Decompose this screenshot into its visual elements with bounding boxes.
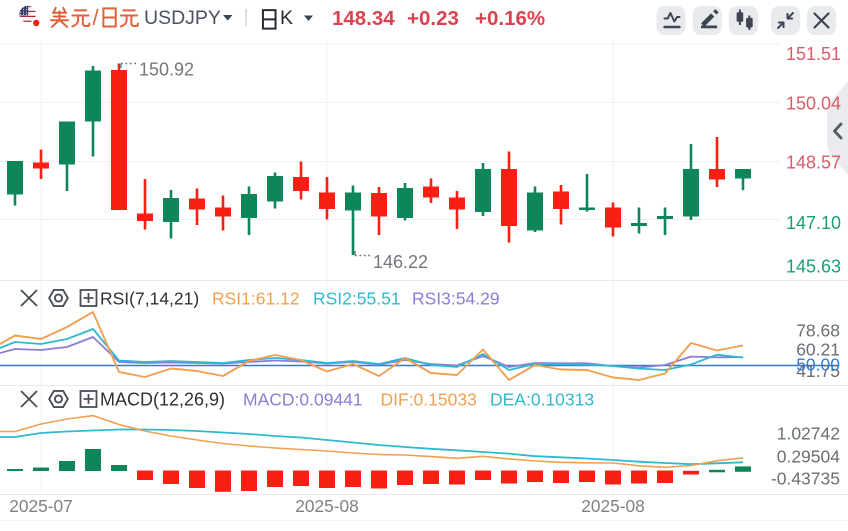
svg-text:78.68: 78.68 [796, 321, 840, 341]
svg-text:RSI3:54.29: RSI3:54.29 [412, 289, 500, 309]
svg-text:DEA:0.10313: DEA:0.10313 [490, 390, 594, 410]
svg-text:2025-08: 2025-08 [295, 496, 358, 516]
svg-text:RSI(7,14,21): RSI(7,14,21) [100, 289, 199, 309]
svg-text:148.34: 148.34 [332, 7, 395, 30]
svg-text:150.04: 150.04 [786, 93, 841, 113]
svg-text:60.21: 60.21 [796, 340, 840, 360]
svg-text:151.51: 151.51 [786, 44, 841, 64]
svg-text:1.02742: 1.02742 [777, 423, 840, 443]
svg-text:K: K [280, 7, 293, 29]
svg-text:RSI2:55.51: RSI2:55.51 [313, 289, 401, 309]
svg-text:MACD:0.09441: MACD:0.09441 [243, 390, 363, 410]
svg-text:145.63: 145.63 [786, 256, 841, 276]
svg-text:MACD(12,26,9): MACD(12,26,9) [100, 390, 225, 410]
svg-text:+0.23: +0.23 [407, 7, 459, 30]
svg-text:+0.16%: +0.16% [475, 7, 545, 30]
svg-text:DIF:0.15033: DIF:0.15033 [381, 390, 477, 410]
svg-text:USDJPY: USDJPY [144, 7, 221, 29]
svg-text:2025-07: 2025-07 [9, 496, 72, 516]
svg-text:146.22: 146.22 [373, 252, 428, 272]
svg-text:/: / [93, 5, 100, 30]
svg-text:RSI1:61.12: RSI1:61.12 [212, 289, 300, 309]
svg-text:148.57: 148.57 [786, 152, 841, 172]
svg-text:150.92: 150.92 [139, 60, 194, 80]
svg-text:50.00: 50.00 [796, 354, 840, 374]
svg-text:-0.43735: -0.43735 [771, 469, 840, 489]
svg-text:2025-08: 2025-08 [581, 496, 644, 516]
svg-text:147.10: 147.10 [786, 213, 841, 233]
svg-text:41.75: 41.75 [796, 361, 840, 381]
svg-text:0.29504: 0.29504 [777, 447, 841, 467]
